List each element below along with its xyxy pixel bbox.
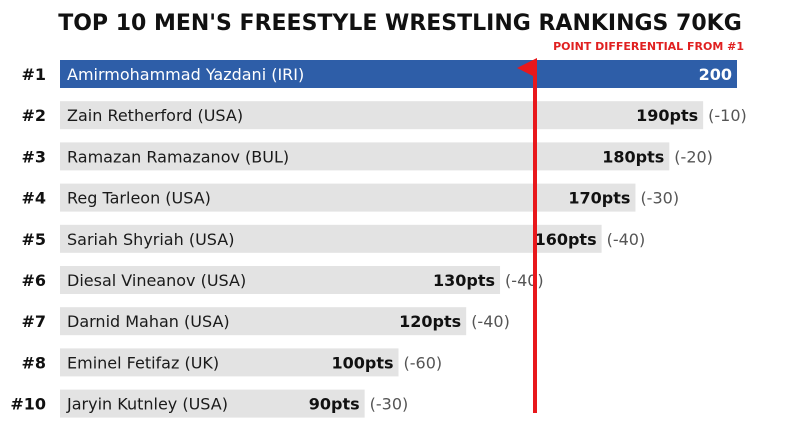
rank-label: #8	[21, 353, 46, 372]
rank-label: #2	[21, 106, 46, 125]
wrestler-name: Ramazan Ramazanov (BUL)	[67, 147, 289, 166]
points-label: 120pts	[399, 312, 461, 331]
bar	[60, 60, 737, 88]
bar	[60, 224, 602, 253]
bar	[60, 101, 704, 130]
rank-label: #1	[21, 65, 46, 84]
wrestler-name: Diesal Vineanov (USA)	[67, 271, 246, 290]
wrestler-name: Amirmohammad Yazdani (IRI)	[67, 65, 304, 84]
bar	[60, 348, 399, 377]
points-label: 90pts	[309, 395, 360, 414]
bar	[60, 389, 365, 418]
bar	[60, 307, 467, 336]
differential-label: (-30)	[370, 395, 409, 414]
wrestler-name: Zain Retherford (USA)	[67, 106, 243, 125]
differential-label: (-40)	[471, 312, 510, 331]
differential-label: (-40)	[607, 230, 646, 249]
rank-label: #5	[21, 230, 46, 249]
differential-label: (-20)	[674, 147, 713, 166]
differential-label: (-10)	[708, 106, 747, 125]
differential-annotation: POINT DIFFERENTIAL FROM #1	[553, 40, 744, 53]
wrestler-name: Jaryin Kutnley (USA)	[66, 395, 228, 414]
rank-label: #4	[21, 189, 46, 208]
points-label: 190pts	[636, 106, 698, 125]
rank-label: #6	[21, 271, 46, 290]
bar	[60, 266, 501, 294]
points-label: 160pts	[535, 230, 597, 249]
differential-label: (-40)	[505, 271, 544, 290]
bar	[60, 183, 636, 212]
wrestler-name: Darnid Mahan (USA)	[67, 312, 230, 331]
bars-layer: #1 Amirmohammad Yazdani (IRI) 200 #2 Zain Re…	[10, 60, 747, 418]
wrestler-name: Eminel Fetifaz (UK)	[67, 353, 219, 372]
points-label: 100pts	[331, 353, 393, 372]
points-label: 200	[699, 65, 732, 84]
differential-label: (-60)	[404, 353, 443, 372]
differential-label: (-30)	[640, 189, 679, 208]
points-label: 180pts	[602, 147, 664, 166]
wrestler-name: Sariah Shyriah (USA)	[67, 230, 234, 249]
rank-label: #3	[21, 147, 46, 166]
rank-label: #7	[21, 312, 46, 331]
chart-title: TOP 10 MEN'S FREESTYLE WRESTLING RANKING…	[58, 11, 742, 36]
wrestler-name: Reg Tarleon (USA)	[67, 189, 211, 208]
rank-label: #10	[10, 395, 46, 414]
bar	[60, 142, 670, 171]
points-label: 130pts	[433, 271, 495, 290]
points-label: 170pts	[568, 189, 630, 208]
